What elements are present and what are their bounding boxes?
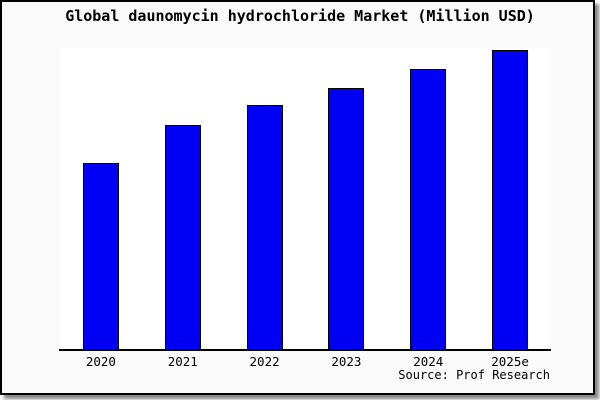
chart-title: Global daunomycin hydrochloride Market (… <box>65 7 535 25</box>
bar-2022 <box>246 105 283 350</box>
plot-area <box>60 48 551 350</box>
x-axis-labels: 2020 2021 2022 2023 2024 2025e <box>0 354 600 369</box>
x-tick-label-2024: 2024 <box>413 354 444 369</box>
bar-2024 <box>410 69 447 350</box>
bar-2023 <box>328 88 365 350</box>
x-tick-label-2020: 2020 <box>85 354 116 369</box>
x-tick-label-2023: 2023 <box>331 354 362 369</box>
source-credit: Source: Prof Research <box>398 368 550 382</box>
x-tick-label-2021: 2021 <box>167 354 198 369</box>
bar-2021 <box>164 125 201 350</box>
x-axis-line <box>59 349 551 351</box>
bar-2020 <box>82 163 119 350</box>
bar-2025e <box>492 50 529 350</box>
x-tick-label-2022: 2022 <box>249 354 280 369</box>
x-tick-label-2025e: 2025e <box>491 354 529 369</box>
